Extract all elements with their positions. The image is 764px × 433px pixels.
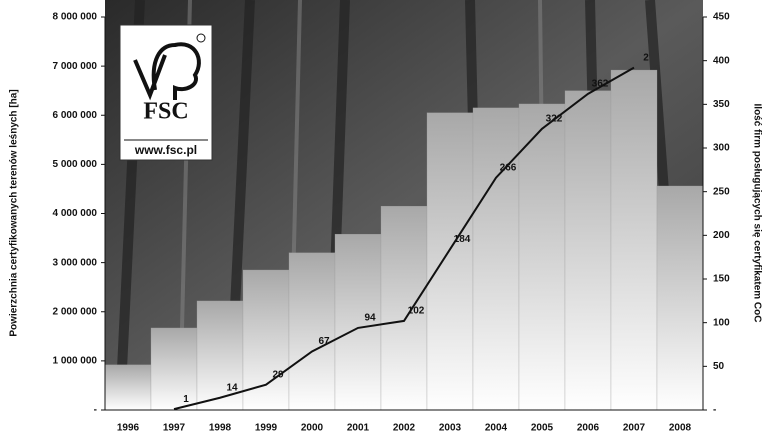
x-tick-label: 2005 — [531, 423, 554, 433]
logo: FSC www.fsc.pl — [119, 24, 213, 161]
bar — [564, 90, 612, 411]
bar — [472, 107, 520, 411]
data-label: 1 — [183, 394, 189, 405]
y-tick-label: 5 000 000 — [53, 159, 98, 170]
bar — [610, 69, 658, 411]
y-tick-label: - — [94, 405, 97, 416]
data-label: 2 — [643, 52, 649, 63]
plot-area — [104, 66, 704, 411]
bar — [380, 205, 428, 411]
y2-tick-label: 250 — [713, 186, 730, 197]
bar — [242, 269, 290, 411]
x-tick-label: 1999 — [255, 423, 278, 433]
data-label: 29 — [272, 369, 284, 380]
data-label: 184 — [454, 234, 471, 245]
y2-tick-label: 400 — [713, 55, 730, 66]
y-tick-label: 4 000 000 — [53, 208, 98, 219]
y-tick-label: 7 000 000 — [53, 61, 98, 72]
x-tick-label: 2008 — [669, 423, 692, 433]
x-tick-label: 1998 — [209, 423, 232, 433]
y-axis-title: Powierzchnia certyfikowanych terenów leś… — [9, 89, 20, 336]
y2-tick-label: 350 — [713, 99, 730, 110]
y-tick-label: 1 000 000 — [53, 356, 98, 367]
x-tick-label: 2002 — [393, 423, 416, 433]
bar — [656, 185, 704, 411]
data-label: 67 — [318, 336, 330, 347]
x-tick-label: 1996 — [117, 423, 140, 433]
y2-axis-title: Ilość firm posługujących się certyfikate… — [751, 104, 762, 323]
y2-tick-label: 300 — [713, 143, 730, 154]
data-label: 94 — [364, 313, 376, 324]
bar — [104, 364, 152, 411]
bar — [150, 327, 198, 411]
x-tick-label: 2000 — [301, 423, 324, 433]
bar — [288, 252, 336, 411]
y2-tick-label: 150 — [713, 274, 730, 285]
y2-tick-label: 450 — [713, 12, 730, 23]
y-tick-label: 2 000 000 — [53, 306, 98, 317]
y2-tick-label: 50 — [713, 361, 725, 372]
data-label: 102 — [408, 306, 425, 317]
y-tick-label: 6 000 000 — [53, 110, 98, 121]
y-tick-label: 3 000 000 — [53, 257, 98, 268]
y2-tick-label: - — [713, 405, 716, 416]
x-tick-label: 2007 — [623, 423, 646, 433]
data-label: 362 — [592, 78, 609, 89]
bar — [518, 103, 566, 411]
logo-name: FSC — [143, 99, 188, 125]
data-label: 322 — [546, 113, 563, 124]
bar — [426, 112, 474, 411]
y2-tick-label: 200 — [713, 230, 730, 241]
line — [173, 66, 635, 411]
x-tick-label: 2001 — [347, 423, 370, 433]
x-tick-label: 2003 — [439, 423, 462, 433]
data-label: 14 — [226, 382, 238, 393]
data-label: 266 — [500, 162, 517, 173]
bar — [196, 300, 244, 411]
x-tick-label: 2006 — [577, 423, 600, 433]
y-tick-label: 8 000 000 — [53, 12, 98, 23]
logo-url: www.fsc.pl — [134, 143, 197, 157]
x-tick-label: 2004 — [485, 423, 508, 433]
y2-tick-label: 100 — [713, 317, 730, 328]
x-tick-label: 1997 — [163, 423, 186, 433]
